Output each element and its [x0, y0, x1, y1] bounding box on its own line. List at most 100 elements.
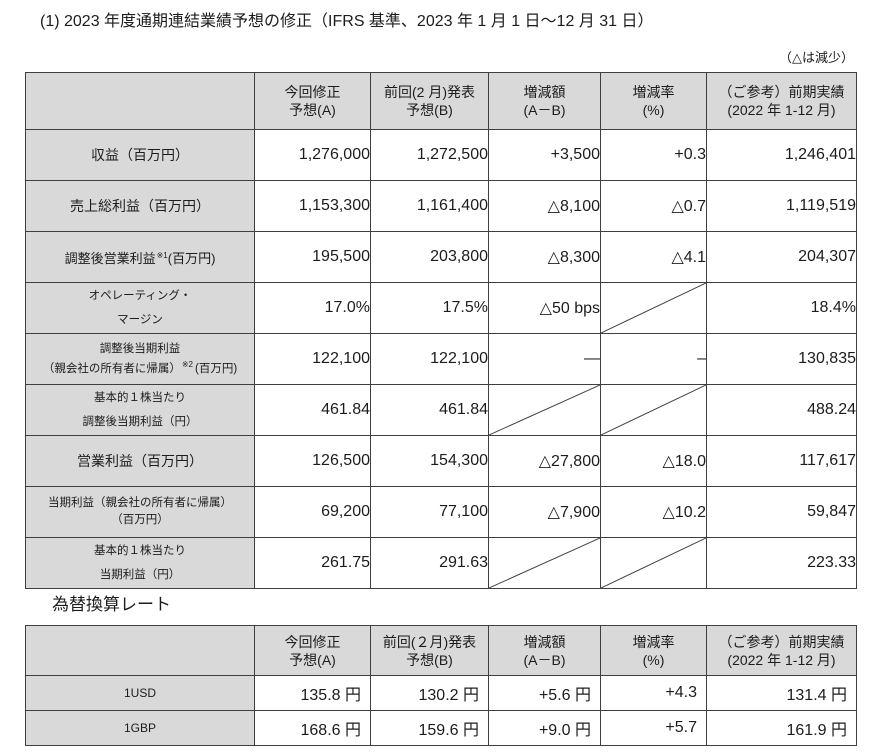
row-label-line: 当期利益（親会社の所有者に帰属） [48, 497, 232, 509]
row-label-text: 収益（百万円） [91, 146, 189, 163]
header-line: 増減額 [523, 84, 566, 100]
header-line: (A－B) [523, 102, 566, 118]
forecast-table-header: 今回修正 予想(A) 前回(2 月)発表 予想(B) 増減額 (A－B) 増減率… [25, 72, 857, 130]
row-label-text: 調整後営業利益※1(百万円) [65, 251, 216, 266]
value-previous-forecast: 291.63 [370, 537, 489, 589]
column-header-current-forecast: 今回修正 予想(A) [254, 72, 371, 130]
header-line: 増減率 [632, 633, 675, 650]
value-change-rate: +4.3 [600, 675, 707, 711]
header-line: 増減額 [523, 633, 566, 650]
row-label-lines: オペレーティング・ マージン [26, 284, 254, 332]
row-label-gross-profit: 売上総利益（百万円） [25, 180, 255, 232]
row-label-line: 基本的１株当たり [94, 392, 186, 404]
column-header-prior-year-actual: （ご参考）前期実績 (2022 年 1-12 月) [706, 625, 857, 676]
row-adjusted-net-income: 調整後当期利益 （親会社の所有者に帰属）※2 (百万円) 122,100 122,… [25, 333, 857, 385]
row-label-lines: 当期利益（親会社の所有者に帰属） （百万円） [26, 495, 254, 529]
row-basic-eps: 基本的１株当たり 当期利益（円） 261.75 291.63 223.33 [25, 537, 857, 589]
not-applicable-cell [600, 282, 707, 334]
header-line: （ご参考）前期実績 [718, 84, 845, 100]
row-label-line: オペレーティング・ [88, 290, 192, 302]
row-label-text: 営業利益（百万円） [77, 452, 203, 469]
header-line: (%) [642, 651, 665, 668]
fx-table-header: 今回修正 予想(A) 前回(２月)発表 予想(B) 増減額 (A－B) 増減率 … [25, 625, 857, 676]
value-current-forecast: 1,153,300 [254, 180, 371, 232]
header-line: 増減率 [632, 84, 675, 100]
row-gross-profit: 売上総利益（百万円） 1,153,300 1,161,400 △8,100 △0… [25, 180, 857, 232]
value-change-amount: +3,500 [488, 129, 601, 181]
value-change-amount: △8,100 [488, 180, 601, 232]
not-applicable-cell [600, 384, 707, 436]
row-label-line: （親会社の所有者に帰属）※2 (百万円) [26, 357, 254, 377]
value-change-rate: +0.3 [600, 129, 707, 181]
header-row: 今回修正 予想(A) 前回(２月)発表 予想(B) 増減額 (A－B) 増減率 … [25, 625, 857, 676]
diagonal-slash [489, 385, 600, 435]
value-change-rate: △10.2 [600, 486, 707, 538]
value-current-forecast: 261.75 [254, 537, 371, 589]
row-label-line: マージン [117, 314, 163, 326]
header-corner-cell [25, 72, 255, 130]
value-change-amount: △8,300 [488, 231, 601, 283]
row-label-text: 1USD [123, 686, 156, 700]
row-gbp: 1GBP 168.6 円 159.6 円 +9.0 円 +5.7 161.9 円 [25, 710, 857, 746]
row-label-line: 基本的１株当たり [94, 545, 186, 557]
header-line: （ご参考）前期実績 [718, 633, 845, 650]
fx-section-title: 為替換算レート [52, 595, 171, 614]
row-label-operating-margin: オペレーティング・ マージン [25, 282, 255, 334]
row-label-net-income: 当期利益（親会社の所有者に帰属） （百万円） [25, 486, 255, 538]
column-header-previous-forecast: 前回(２月)発表 予想(B) [370, 625, 489, 676]
value-current-forecast: 195,500 [254, 231, 371, 283]
row-label-gbp: 1GBP [25, 710, 255, 746]
column-header-change-amount: 増減額 (A－B) [488, 72, 601, 130]
header-corner-cell [25, 625, 255, 676]
row-adjusted-eps: 基本的１株当たり 調整後当期利益（円） 461.84 461.84 488.24 [25, 384, 857, 436]
diagonal-slash [489, 538, 600, 588]
header-line: (A－B) [523, 651, 566, 668]
value-previous-forecast: 159.6 円 [370, 710, 489, 746]
header-line: 予想(A) [289, 651, 336, 668]
value-previous-forecast: 203,800 [370, 231, 489, 283]
value-change-rate: – [600, 333, 707, 385]
value-change-rate: △0.7 [600, 180, 707, 232]
value-previous-forecast: 1,161,400 [370, 180, 489, 232]
header-line: 今回修正 [284, 84, 341, 100]
value-current-forecast: 135.8 円 [254, 675, 371, 711]
forecast-revision-table: 今回修正 予想(A) 前回(2 月)発表 予想(B) 増減額 (A－B) 増減率… [25, 72, 857, 589]
value-prior-year-actual: 1,119,519 [706, 180, 857, 232]
row-label-line: （百万円） [111, 514, 169, 526]
value-change-amount: +9.0 円 [488, 710, 601, 746]
column-header-current-forecast: 今回修正 予想(A) [254, 625, 371, 676]
row-label-lines: 基本的１株当たり 調整後当期利益（円） [26, 386, 254, 434]
row-label-line: 当期利益（円） [99, 569, 181, 581]
diagonal-slash [601, 538, 706, 588]
not-applicable-cell [600, 537, 707, 589]
value-current-forecast: 126,500 [254, 435, 371, 487]
value-change-rate: △18.0 [600, 435, 707, 487]
value-change-amount: △27,800 [488, 435, 601, 487]
value-prior-year-actual: 18.4% [706, 282, 857, 334]
value-previous-forecast: 122,100 [370, 333, 489, 385]
row-label-adjusted-eps: 基本的１株当たり 調整後当期利益（円） [25, 384, 255, 436]
diagonal-slash [601, 385, 706, 435]
value-prior-year-actual: 131.4 円 [706, 675, 857, 711]
value-prior-year-actual: 1,246,401 [706, 129, 857, 181]
header-line: 予想(B) [406, 651, 453, 668]
column-header-change-amount: 増減額 (A－B) [488, 625, 601, 676]
row-revenue: 収益（百万円） 1,276,000 1,272,500 +3,500 +0.3 … [25, 129, 857, 181]
header-line: (%) [642, 102, 665, 118]
row-label-revenue: 収益（百万円） [25, 129, 255, 181]
row-net-income: 当期利益（親会社の所有者に帰属） （百万円） 69,200 77,100 △7,… [25, 486, 857, 538]
row-label-main: （親会社の所有者に帰属） [42, 363, 181, 375]
footnote-mark: ※1 [156, 250, 168, 260]
row-label-text: 1GBP [123, 721, 156, 735]
row-adjusted-operating-profit: 調整後営業利益※1(百万円) 195,500 203,800 △8,300 △4… [25, 231, 857, 283]
header-line: 前回(２月)発表 [382, 633, 477, 650]
value-change-amount: +5.6 円 [488, 675, 601, 711]
value-prior-year-actual: 488.24 [706, 384, 857, 436]
value-prior-year-actual: 161.9 円 [706, 710, 857, 746]
value-current-forecast: 1,276,000 [254, 129, 371, 181]
column-header-change-rate: 増減率 (%) [600, 72, 707, 130]
value-prior-year-actual: 223.33 [706, 537, 857, 589]
row-label-unit: (百万円) [194, 363, 238, 375]
column-header-prior-year-actual: （ご参考）前期実績 (2022 年 1-12 月) [706, 72, 857, 130]
